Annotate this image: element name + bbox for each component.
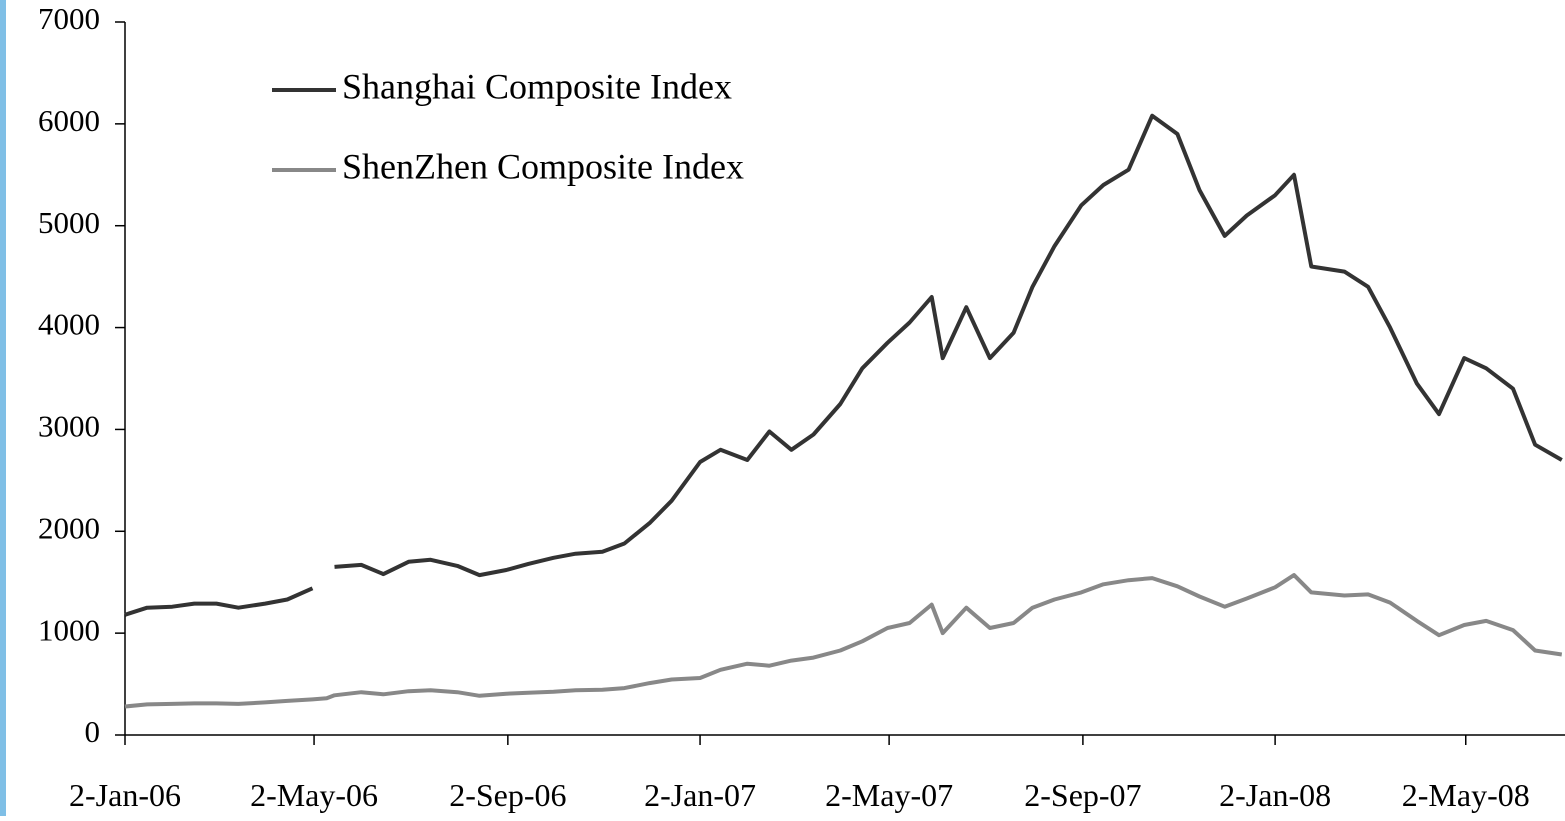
y-tick-label: 1000: [38, 612, 100, 647]
x-tick-label: 2-Jan-08: [1219, 777, 1331, 813]
x-tick-label: 2-May-07: [825, 777, 953, 813]
side-strip: [0, 0, 6, 816]
series-line: [124, 113, 1563, 617]
legend-label: Shanghai Composite Index: [342, 66, 732, 106]
y-tick-label: 2000: [38, 510, 100, 545]
y-tick-label: 7000: [38, 1, 100, 36]
y-tick-label: 6000: [38, 103, 100, 138]
x-tick-label: 2-May-08: [1402, 777, 1530, 813]
x-tick-label: 2-Jan-06: [69, 777, 181, 813]
x-tick-label: 2-May-06: [250, 777, 378, 813]
x-tick-label: 2-Jan-07: [644, 777, 756, 813]
y-tick-label: 3000: [38, 409, 100, 444]
y-tick-label: 4000: [38, 307, 100, 342]
x-tick-label: 2-Sep-06: [449, 777, 566, 813]
series-line: [124, 573, 1563, 709]
legend-label: ShenZhen Composite Index: [342, 146, 744, 186]
y-tick-label: 0: [85, 714, 101, 749]
y-tick-label: 5000: [38, 205, 100, 240]
x-tick-label: 2-Sep-07: [1024, 777, 1141, 813]
